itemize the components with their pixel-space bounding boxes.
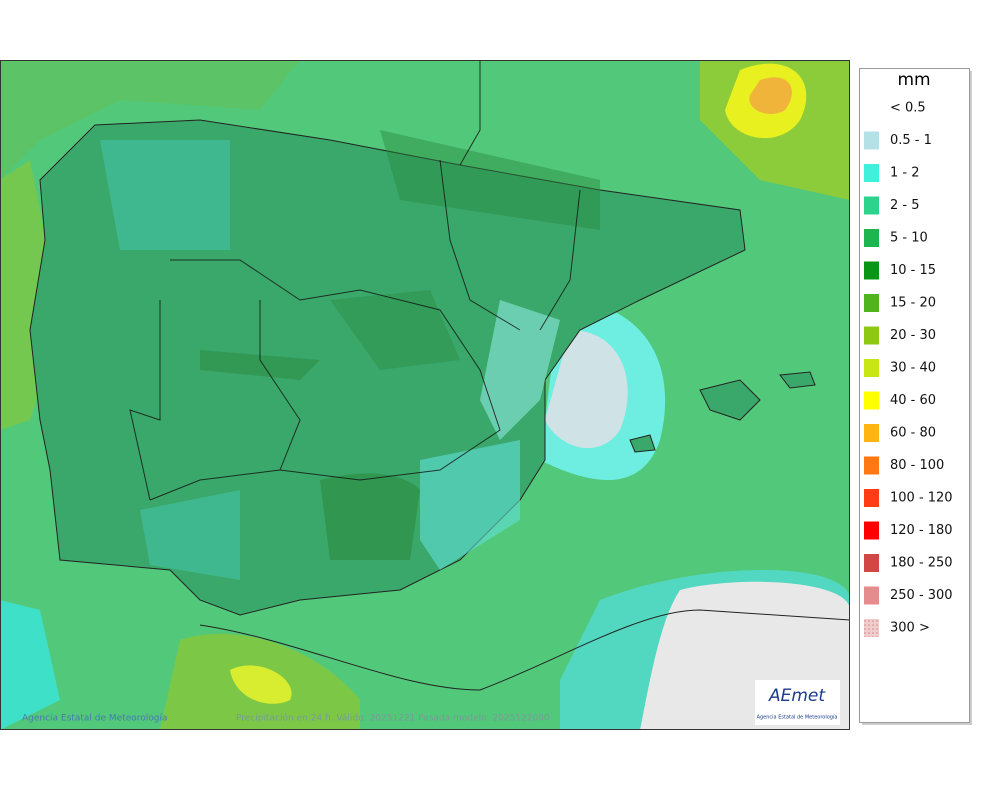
legend-swatch bbox=[864, 391, 879, 410]
legend-label: 10 - 15 bbox=[890, 263, 936, 278]
legend-swatch bbox=[864, 196, 879, 215]
legend-swatch bbox=[864, 261, 879, 280]
legend-label: 2 - 5 bbox=[890, 198, 920, 213]
legend-swatch bbox=[864, 489, 879, 507]
map-frame bbox=[0, 60, 850, 730]
logo-name: AEmet bbox=[768, 686, 826, 706]
legend-swatch-tint bbox=[864, 619, 879, 637]
legend-title: mm bbox=[897, 70, 930, 90]
legend-label: 30 - 40 bbox=[890, 361, 936, 376]
legend-swatch bbox=[864, 131, 879, 150]
footer-agency: Agencia Estatal de Meteorología bbox=[22, 714, 168, 724]
legend-label: 15 - 20 bbox=[890, 296, 936, 311]
legend-label: 120 - 180 bbox=[890, 523, 953, 538]
legend-label: 100 - 120 bbox=[890, 491, 953, 506]
legend-swatch bbox=[864, 521, 879, 540]
legend-label: 250 - 300 bbox=[890, 588, 953, 603]
legend-label: < 0.5 bbox=[890, 101, 926, 116]
legend-label: 40 - 60 bbox=[890, 393, 936, 408]
legend-label: 1 - 2 bbox=[890, 166, 920, 181]
legend-swatch bbox=[864, 554, 879, 572]
legend-label: 180 - 250 bbox=[890, 556, 953, 571]
legend-label: 20 - 30 bbox=[890, 328, 936, 343]
legend-label: 0.5 - 1 bbox=[890, 133, 932, 148]
legend-swatch bbox=[864, 229, 879, 247]
legend-label: 80 - 100 bbox=[890, 458, 944, 473]
legend-items: < 0.5 0.5 - 1 1 - 2 2 - 5 5 - 10 10 - 15 15 - … bbox=[864, 101, 953, 637]
legend-label: 300 > bbox=[890, 621, 930, 636]
legend-swatch bbox=[864, 586, 879, 605]
legend-label: 5 - 10 bbox=[890, 231, 928, 246]
footer-caption: Precipitación en 24 h. Válido: 20251221 … bbox=[236, 713, 550, 724]
logo-subtitle: Agencia Estatal de Meteorología bbox=[757, 714, 838, 721]
legend-swatch bbox=[864, 359, 879, 377]
legend-swatch bbox=[864, 424, 879, 442]
map-area: Agencia Estatal de Meteorología Precipit… bbox=[0, 60, 850, 730]
logo-box bbox=[755, 680, 840, 725]
legend-swatch bbox=[864, 294, 879, 312]
legend-swatch bbox=[864, 619, 879, 637]
legend-label: 60 - 80 bbox=[890, 426, 936, 441]
legend-swatch bbox=[864, 326, 879, 345]
legend-swatch bbox=[864, 164, 879, 182]
legend-swatch bbox=[864, 456, 879, 475]
